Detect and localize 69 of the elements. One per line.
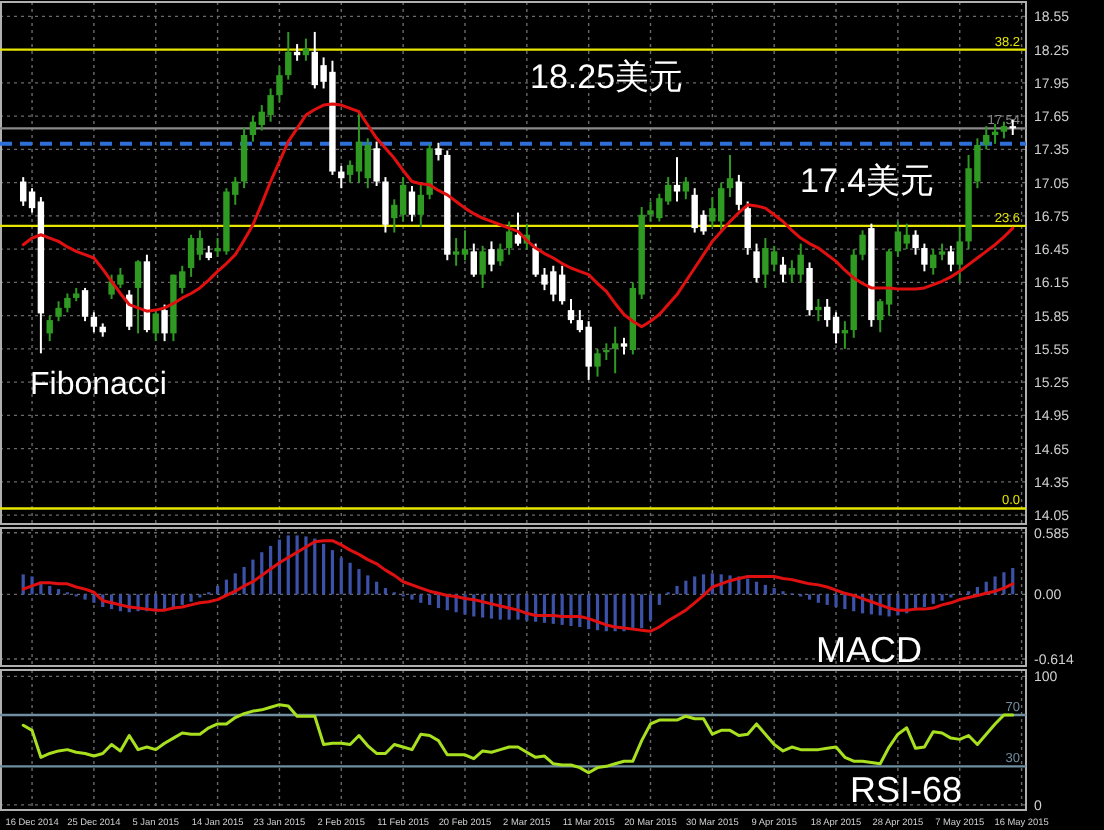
candlestick bbox=[64, 292, 71, 314]
annotation: 17.4美元 bbox=[800, 161, 935, 200]
candlestick bbox=[196, 229, 204, 262]
candlestick bbox=[55, 300, 62, 323]
candlestick bbox=[611, 325, 619, 375]
candlestick bbox=[744, 200, 751, 256]
candlestick bbox=[240, 126, 248, 190]
candlestick bbox=[470, 242, 478, 278]
candlestick bbox=[921, 242, 928, 273]
candlestick bbox=[824, 298, 831, 328]
candlestick bbox=[355, 110, 363, 184]
candlestick bbox=[408, 184, 416, 223]
candlestick bbox=[594, 347, 601, 378]
candlestick bbox=[532, 242, 539, 278]
candlestick bbox=[673, 156, 681, 203]
annotation: MACD bbox=[816, 630, 922, 670]
annotation: RSI-68 bbox=[850, 770, 963, 810]
candlestick bbox=[479, 244, 486, 289]
candlestick bbox=[717, 181, 725, 232]
candlestick bbox=[187, 233, 195, 278]
candlestick bbox=[373, 140, 380, 187]
candlestick bbox=[815, 298, 822, 323]
candlestick bbox=[806, 261, 813, 317]
candlestick bbox=[709, 196, 716, 228]
candlestick bbox=[832, 311, 840, 345]
candlestick bbox=[152, 309, 159, 343]
candlestick bbox=[276, 65, 283, 103]
candlestick bbox=[903, 222, 910, 251]
candlestick bbox=[161, 303, 168, 343]
candlestick bbox=[947, 244, 955, 273]
candlestick bbox=[859, 229, 866, 262]
candlestick bbox=[930, 248, 937, 276]
candlestick bbox=[797, 242, 804, 284]
line-series bbox=[21, 539, 1015, 633]
candlestick bbox=[399, 176, 407, 223]
candlestick bbox=[267, 87, 274, 123]
candlestick bbox=[788, 259, 796, 284]
candlestick bbox=[779, 255, 787, 284]
candlestick bbox=[956, 225, 963, 284]
candlestick bbox=[417, 181, 424, 228]
candlestick bbox=[567, 298, 575, 325]
candlestick bbox=[505, 220, 513, 256]
candlestick bbox=[726, 153, 734, 199]
candlestick bbox=[249, 115, 257, 143]
candlestick bbox=[585, 320, 592, 381]
candlestick bbox=[497, 242, 504, 267]
candlestick bbox=[514, 211, 522, 247]
annotation: 18.25美元 bbox=[530, 57, 684, 96]
candlestick bbox=[912, 229, 919, 256]
candlestick bbox=[452, 237, 460, 267]
candlestick bbox=[134, 259, 142, 335]
candlestick bbox=[461, 229, 469, 262]
candlestick bbox=[364, 137, 371, 190]
candlestick bbox=[90, 311, 98, 334]
candlestick bbox=[285, 30, 292, 81]
annotation: Fibonacci bbox=[30, 368, 167, 402]
candlestick bbox=[426, 142, 433, 201]
candlestick bbox=[81, 286, 89, 323]
candlestick bbox=[382, 176, 389, 234]
candlestick bbox=[983, 125, 990, 151]
candlestick bbox=[762, 237, 769, 289]
candlestick bbox=[488, 240, 495, 273]
candlestick bbox=[682, 176, 690, 201]
candlestick bbox=[46, 314, 53, 343]
candlestick bbox=[894, 220, 902, 258]
candlestick bbox=[735, 173, 743, 212]
candlestick bbox=[558, 264, 566, 306]
candlestick bbox=[753, 242, 760, 284]
candlestick bbox=[603, 342, 610, 361]
